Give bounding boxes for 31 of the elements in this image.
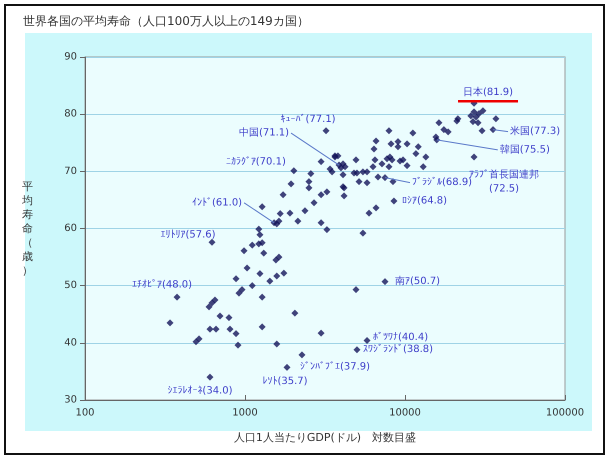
annotation: ﾚｿﾄ(35.7)	[262, 376, 308, 387]
x-axis-title: 人口1人当たりGDP(ドル) 対数目盛	[234, 431, 416, 444]
x-tick-label: 100	[75, 408, 95, 418]
y-tick-label: 50	[64, 280, 77, 292]
annotation: 米国(77.3)	[510, 125, 560, 138]
annotation: ｲﾝﾄﾞ(61.0)	[192, 196, 242, 208]
annotation: ｴﾁｵﾋﾟｱ(48.0)	[132, 278, 192, 291]
y-tick-label: 90	[64, 52, 77, 62]
annotation: ﾌﾞﾗｼﾞﾙ(68.9)	[412, 176, 472, 188]
annotation: ﾛｼｱ(64.8)	[402, 196, 448, 207]
annotation: 中国(71.1)	[238, 126, 290, 139]
annotation: ｼｴﾗﾚｵｰﾈ(34.0)	[167, 386, 233, 397]
annotation: 南ｱ(50.7)	[395, 275, 440, 288]
annotation: ｼﾞﾝﾊﾞﾌﾞｴ(37.9)	[300, 360, 370, 372]
y-axis-title: 平均寿命（歳）	[21, 180, 33, 277]
annotation: ｴﾘﾄﾘｱ(57.6)	[160, 230, 216, 241]
y-tick-label: 80	[64, 108, 77, 120]
chart-title: 世界各国の平均寿命（人口100万人以上の149カ国）	[23, 14, 309, 28]
y-tick-label: 30	[64, 394, 77, 406]
annotation: ﾆｶﾗｸﾞｱ(70.1)	[226, 155, 286, 168]
annotation: 韓国(75.5)	[500, 143, 550, 156]
x-tick-label: 100000	[546, 408, 584, 418]
y-tick-label: 40	[64, 337, 77, 348]
annotation: ｽﾜｼﾞﾗﾝﾄﾞ(38.8)	[362, 343, 434, 356]
y-tick-label: 70	[64, 166, 77, 177]
annotation: ﾎﾞﾂﾜﾅ(40.4)	[373, 331, 428, 344]
annotation: ｷｭｰﾊﾞ(77.1)	[280, 113, 336, 126]
annotation: 日本(81.9)	[462, 86, 514, 98]
x-tick-label: 1000	[232, 408, 258, 418]
x-tick-label: 10000	[389, 408, 421, 418]
y-tick-label: 60	[64, 223, 77, 234]
